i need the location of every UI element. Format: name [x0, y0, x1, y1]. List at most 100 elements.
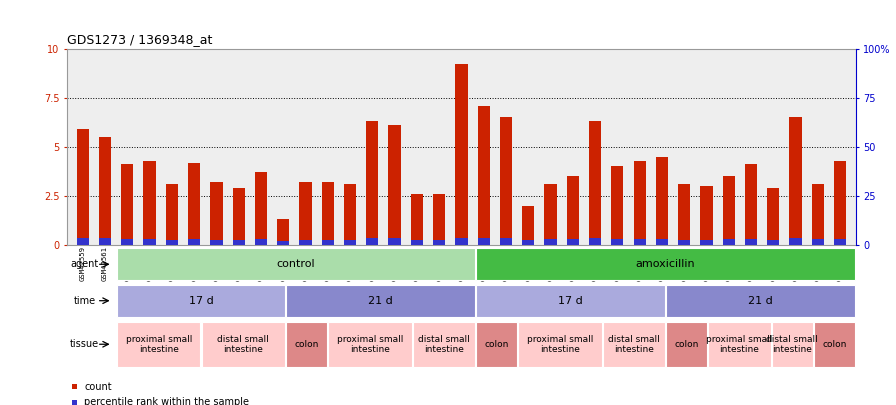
Bar [566, 239, 579, 245]
Bar [611, 239, 624, 245]
Bar [767, 240, 780, 245]
Bar [812, 239, 824, 245]
Bar [476, 285, 665, 317]
Text: 21 d: 21 d [748, 296, 773, 306]
Bar [814, 322, 855, 367]
Bar [633, 160, 646, 245]
Bar [322, 182, 334, 245]
Bar [678, 184, 690, 245]
Bar [299, 182, 312, 245]
Bar [121, 239, 134, 245]
Text: amoxicillin: amoxicillin [636, 259, 695, 269]
Text: proximal small
intestine: proximal small intestine [125, 335, 192, 354]
Bar [701, 240, 712, 245]
Bar [478, 106, 490, 245]
Bar [789, 117, 802, 245]
Bar [522, 206, 534, 245]
Bar [633, 239, 646, 245]
Bar [366, 121, 378, 245]
Bar [286, 322, 327, 367]
Bar [143, 160, 156, 245]
Text: time: time [73, 296, 96, 306]
Bar [566, 176, 579, 245]
Bar [745, 164, 757, 245]
Text: 17 d: 17 d [558, 296, 583, 306]
Bar [589, 238, 601, 245]
Bar [789, 238, 802, 245]
Bar [476, 248, 855, 280]
Bar [233, 188, 245, 245]
Text: GDS1273 / 1369348_at: GDS1273 / 1369348_at [67, 33, 212, 46]
Bar [767, 188, 780, 245]
Bar [277, 220, 289, 245]
Text: colon: colon [823, 340, 847, 349]
Text: agent: agent [70, 259, 99, 269]
Bar [656, 239, 668, 245]
Bar [188, 162, 201, 245]
Text: 21 d: 21 d [368, 296, 392, 306]
Bar [589, 121, 601, 245]
Bar [233, 240, 245, 245]
Text: distal small
intestine: distal small intestine [218, 335, 269, 354]
Bar [211, 240, 222, 245]
Bar [745, 239, 757, 245]
Bar [722, 176, 735, 245]
Bar [344, 240, 357, 245]
Bar [771, 322, 813, 367]
Bar [611, 166, 624, 245]
Bar [834, 239, 846, 245]
Text: colon: colon [485, 340, 509, 349]
Bar [166, 240, 178, 245]
Bar [166, 184, 178, 245]
Bar [328, 322, 411, 367]
Bar [478, 238, 490, 245]
Bar [500, 238, 513, 245]
Bar [254, 239, 267, 245]
Bar [545, 239, 556, 245]
Bar [522, 240, 534, 245]
Bar [722, 239, 735, 245]
Text: proximal small
intestine: proximal small intestine [706, 335, 772, 354]
Bar [322, 240, 334, 245]
Bar [117, 285, 285, 317]
Bar [277, 241, 289, 245]
Text: colon: colon [295, 340, 319, 349]
Bar [344, 184, 357, 245]
Text: distal small
intestine: distal small intestine [766, 335, 818, 354]
Bar [709, 322, 771, 367]
Bar [413, 322, 475, 367]
Text: distal small
intestine: distal small intestine [418, 335, 470, 354]
Bar [202, 322, 285, 367]
Bar [433, 240, 445, 245]
Text: tissue: tissue [70, 339, 99, 349]
Text: colon: colon [675, 340, 699, 349]
Text: 17 d: 17 d [188, 296, 213, 306]
Bar [834, 160, 846, 245]
Text: control: control [277, 259, 315, 269]
Bar [99, 238, 111, 245]
Bar [410, 194, 423, 245]
Bar [117, 248, 475, 280]
Bar [299, 240, 312, 245]
Bar [667, 285, 855, 317]
Bar [476, 322, 517, 367]
Bar [254, 173, 267, 245]
Bar [389, 238, 401, 245]
Bar [455, 64, 468, 245]
Bar [286, 285, 475, 317]
Bar [410, 240, 423, 245]
Bar [433, 194, 445, 245]
Text: proximal small
intestine: proximal small intestine [337, 335, 403, 354]
Bar [117, 322, 201, 367]
Bar [519, 322, 601, 367]
Bar [366, 238, 378, 245]
Text: percentile rank within the sample: percentile rank within the sample [84, 397, 249, 405]
Bar [455, 238, 468, 245]
Bar [701, 186, 712, 245]
Bar [545, 184, 556, 245]
Bar [188, 239, 201, 245]
Bar [603, 322, 665, 367]
Bar [389, 125, 401, 245]
Bar [500, 117, 513, 245]
Bar [211, 182, 222, 245]
